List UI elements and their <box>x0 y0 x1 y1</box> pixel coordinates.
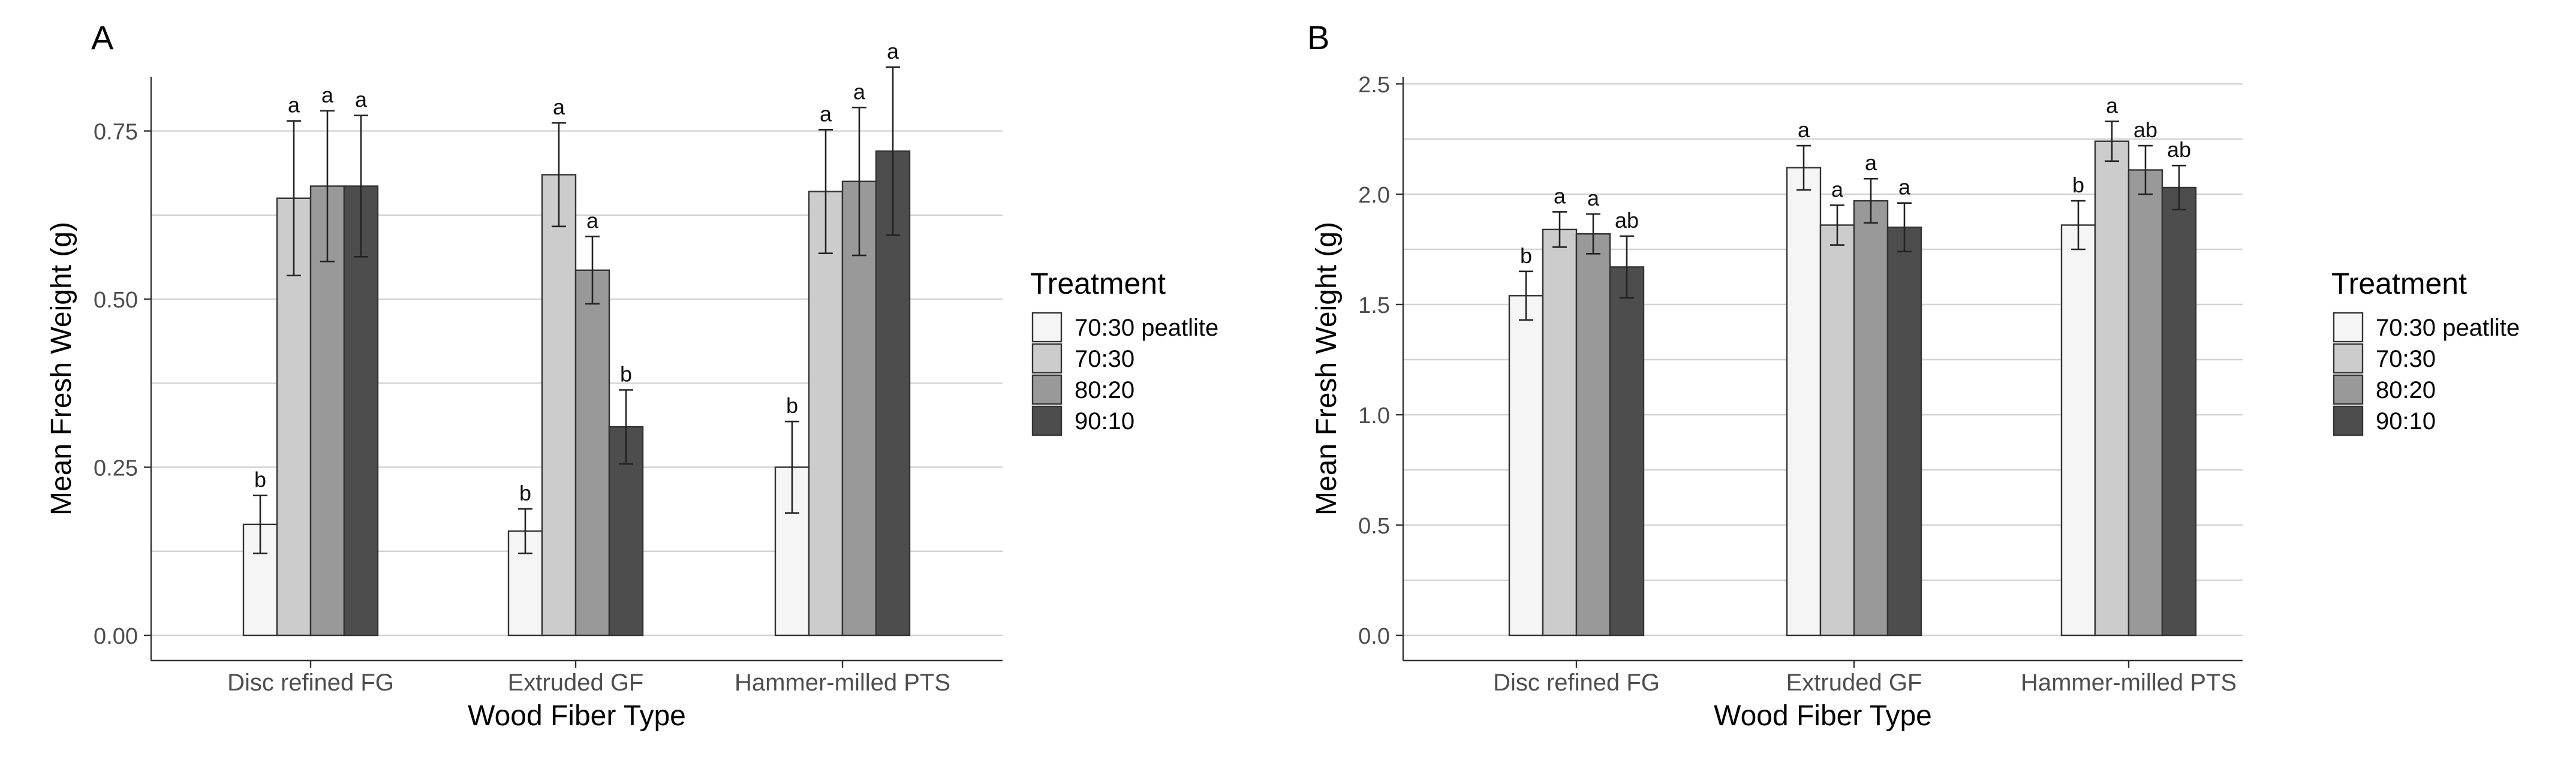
y-tick-label: 0.75 <box>94 120 138 145</box>
x-tick-label: Extruded GF <box>508 670 644 696</box>
significance-letter: a <box>1831 177 1844 201</box>
x-tick-label: Hammer-milled PTS <box>735 670 950 696</box>
significance-letter: a <box>1898 175 1911 200</box>
significance-letter: a <box>355 88 368 112</box>
legend-key <box>1031 343 1063 374</box>
legend-label: 70:30 peatlite <box>1075 315 1218 341</box>
bar <box>541 174 577 637</box>
y-axis-title: Mean Fresh Weight (g) <box>1311 222 1343 515</box>
significance-letter: b <box>254 468 266 492</box>
significance-letter: ab <box>1615 208 1639 233</box>
significance-letter: b <box>786 393 798 418</box>
x-tick-label: Disc refined FG <box>227 670 394 696</box>
y-tick-label: 2.0 <box>1358 183 1390 208</box>
significance-letter: ab <box>2133 117 2157 142</box>
bar <box>1542 228 1578 637</box>
legend-label: 80:20 <box>2376 377 2436 403</box>
significance-letter: a <box>586 209 599 233</box>
y-tick-label: 1.5 <box>1358 293 1390 318</box>
bar <box>1575 233 1611 637</box>
y-tick-label: 0.00 <box>94 624 138 649</box>
legend-key <box>2333 374 2364 405</box>
bar <box>1508 295 1544 637</box>
bar <box>2060 224 2096 637</box>
x-axis-title: Wood Fiber Type <box>468 700 686 732</box>
significance-letter: a <box>2106 94 2118 118</box>
significance-letter: a <box>820 101 832 126</box>
y-axis-title: Mean Fresh Weight (g) <box>46 222 77 515</box>
significance-letter: b <box>2072 173 2084 197</box>
significance-letter: a <box>1554 183 1566 208</box>
y-tick-label: 0.50 <box>94 288 138 313</box>
x-tick-label: Hammer-milled PTS <box>2021 670 2237 696</box>
significance-letter: a <box>1865 150 1877 175</box>
x-axis-title: Wood Fiber Type <box>1714 700 1932 732</box>
significance-letter: b <box>1520 243 1532 268</box>
legend-label: 90:10 <box>1075 408 1134 435</box>
legend-label: 90:10 <box>2376 408 2436 435</box>
bar <box>1886 227 1922 637</box>
legend-label: 70:30 <box>1075 346 1134 372</box>
legend-key <box>2333 343 2364 374</box>
significance-letter: b <box>519 481 531 505</box>
legend: Treatment 70:30 peatlite 70:30 80:20 90:10 <box>1030 267 1218 436</box>
bar <box>1819 224 1855 637</box>
x-tick-label: Extruded GF <box>1786 670 1922 696</box>
bar <box>2127 169 2163 637</box>
legend-key <box>2333 312 2364 343</box>
legend-title: Treatment <box>1030 267 1166 300</box>
significance-letter: b <box>620 361 632 386</box>
y-tick-label: 0.5 <box>1358 514 1390 539</box>
chart-panel-b: B 0.0 0.5 1.0 1.5 2.0 2.5 Disc refined FG Extrud… <box>1307 19 2520 732</box>
significance-letter: a <box>321 83 334 107</box>
legend-label: 80:20 <box>1075 377 1134 403</box>
panel-label: A <box>91 19 114 56</box>
legend-key <box>1031 312 1063 343</box>
bar <box>242 523 278 637</box>
x-tick-label: Disc refined FG <box>1493 670 1660 696</box>
legend-key <box>1031 374 1063 405</box>
bar <box>808 191 844 637</box>
significance-letter: a <box>853 79 866 104</box>
legend-title: Treatment <box>2331 267 2467 300</box>
bar <box>841 180 877 637</box>
legend: Treatment 70:30 peatlite 70:30 80:20 90:10 <box>2331 267 2520 436</box>
bar <box>343 185 379 637</box>
significance-letter: a <box>553 95 565 119</box>
significance-letter: ab <box>2167 137 2191 162</box>
y-tick-label: 0.0 <box>1358 624 1390 649</box>
panel-label: B <box>1307 19 1329 56</box>
legend-key <box>2333 405 2364 436</box>
bar <box>2094 140 2130 637</box>
significance-letter: a <box>1798 117 1810 142</box>
significance-letter: a <box>288 93 300 117</box>
legend-key <box>1031 405 1063 436</box>
legend-label: 70:30 peatlite <box>2376 315 2520 341</box>
y-tick-label: 1.0 <box>1358 403 1390 429</box>
bar <box>574 269 610 637</box>
significance-letter: a <box>1587 186 1600 210</box>
bar <box>2161 186 2197 637</box>
legend-label: 70:30 <box>2376 346 2436 372</box>
significance-letter: a <box>887 39 899 64</box>
y-tick-label: 2.5 <box>1358 73 1390 98</box>
bar <box>1853 200 1889 637</box>
bar <box>1609 266 1645 637</box>
y-tick-label: 0.25 <box>94 456 138 481</box>
bar <box>1786 167 1822 637</box>
chart-panel-a: A 0.00 0.25 0.50 0.75 Disc refined FG Extruded… <box>46 19 1218 732</box>
